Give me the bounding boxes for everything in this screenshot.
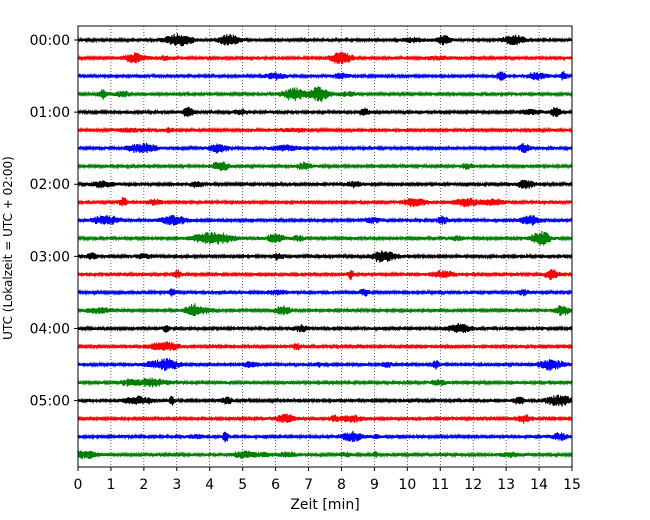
- trace-0515: [77, 413, 573, 424]
- trace-0030: [77, 71, 573, 81]
- trace-0015: [77, 52, 573, 65]
- x-tick-label: 13: [497, 477, 515, 493]
- x-axis-ticks: 0 1 2 3 4 5 6 7 8 9 10 11 12 13 14 15: [74, 467, 581, 493]
- x-tick-label: 4: [205, 477, 214, 493]
- trace-0530: [77, 430, 573, 443]
- trace-0145: [77, 161, 573, 172]
- x-tick-label: 6: [271, 477, 280, 493]
- trace-0000: [77, 33, 573, 47]
- trace-0545: [77, 450, 573, 460]
- x-axis-label: Zeit [min]: [290, 497, 359, 513]
- trace-0300: [77, 250, 573, 263]
- trace-0500: [77, 394, 573, 407]
- trace-0100: [77, 106, 573, 118]
- trace-0330: [77, 288, 573, 297]
- y-tick-label: 05:00: [30, 394, 70, 410]
- y-axis-label: UTC (Lokalzeit = UTC + 02:00): [1, 156, 15, 340]
- x-tick-label: 2: [139, 477, 148, 493]
- trace-0345: [77, 303, 573, 317]
- trace-0230: [77, 214, 573, 226]
- x-tick-label: 7: [304, 477, 313, 493]
- plot-background: [78, 26, 572, 467]
- x-tick-label: 14: [530, 477, 548, 493]
- y-tick-label: 04:00: [30, 321, 70, 337]
- y-tick-label: 01:00: [30, 105, 70, 121]
- x-tick-label: 11: [431, 477, 449, 493]
- y-tick-label: 02:00: [30, 177, 70, 193]
- trace-0130: [77, 142, 573, 154]
- y-tick-label: 00:00: [30, 33, 70, 49]
- trace-0245: [77, 231, 573, 246]
- x-tick-label: 12: [464, 477, 482, 493]
- x-tick-label: 5: [238, 477, 247, 493]
- x-tick-label: 0: [74, 477, 83, 493]
- x-tick-label: 1: [106, 477, 115, 493]
- x-tick-label: 8: [337, 477, 346, 493]
- x-tick-label: 9: [370, 477, 379, 493]
- x-tick-label: 3: [172, 477, 181, 493]
- x-tick-label: 15: [563, 477, 581, 493]
- traces: [77, 33, 573, 460]
- trace-0045: [77, 86, 573, 102]
- y-axis-ticks: 00:00 01:00 02:00 03:00 04:00 05:00: [30, 33, 78, 410]
- trace-0400: [77, 322, 573, 334]
- trace-0115: [77, 126, 573, 134]
- trace-0200: [77, 179, 573, 190]
- trace-0215: [77, 197, 573, 208]
- trace-0415: [77, 341, 573, 352]
- y-tick-label: 03:00: [30, 249, 70, 265]
- plot-frame: [77, 25, 573, 468]
- trace-0430: [77, 358, 573, 371]
- x-tick-label: 10: [398, 477, 416, 493]
- trace-0315: [77, 269, 573, 281]
- trace-0445: [77, 377, 573, 388]
